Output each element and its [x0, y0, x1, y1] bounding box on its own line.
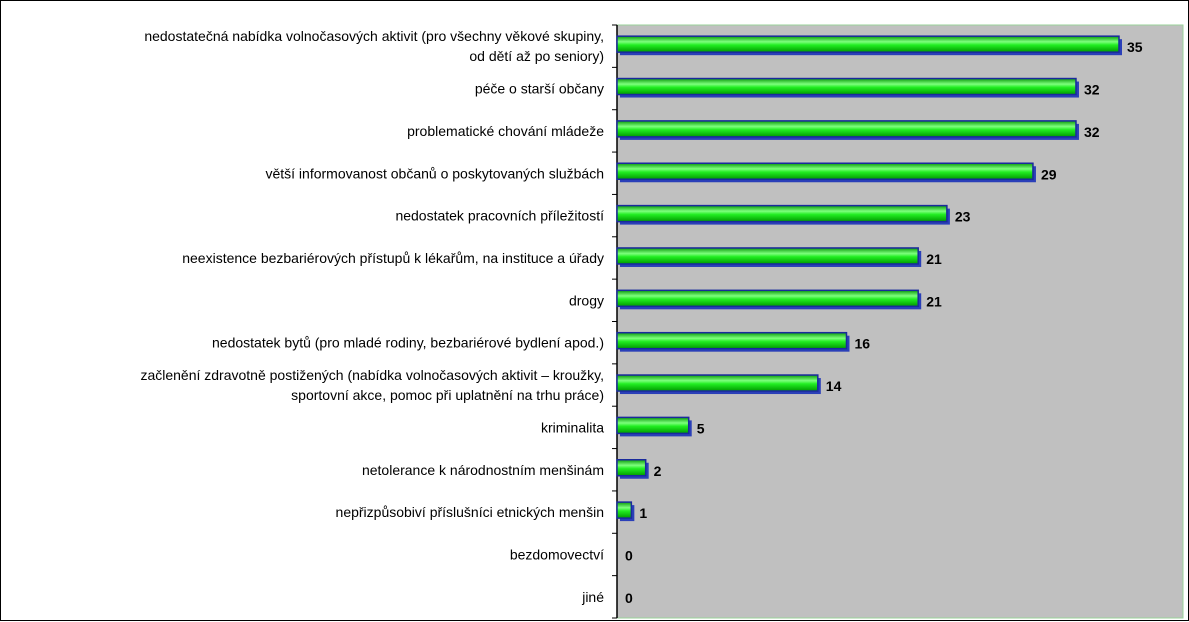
y-axis: [612, 24, 618, 619]
bar: [616, 459, 649, 479]
bar-face: [616, 459, 647, 477]
bar-face: [616, 289, 919, 308]
bar-face: [616, 247, 919, 265]
bar-face: [616, 331, 848, 350]
category-label: bezdomovectví: [510, 546, 604, 562]
value-label: 0: [625, 547, 633, 563]
category-label: nedostatek pracovních příležitostí: [395, 208, 604, 224]
category-label: nedostatečná nabídka volnočasových aktiv…: [144, 28, 604, 44]
category-label: neexistence bezbariérových přístupů k lé…: [182, 250, 604, 266]
bar: [616, 77, 1079, 98]
bar: [616, 289, 922, 310]
category-label: netolerance k národnostním menšinám: [362, 462, 604, 478]
category-label: začlenění zdravotně postižených (nabídka…: [140, 367, 604, 383]
bar: [616, 416, 692, 437]
plot-area: [616, 24, 1184, 619]
value-label: 29: [1041, 166, 1057, 182]
value-label: 0: [625, 590, 633, 606]
bar-face: [616, 416, 690, 435]
category-label: péče o starší občany: [475, 81, 604, 97]
value-label: 23: [955, 209, 971, 225]
category-label: drogy: [569, 292, 604, 308]
category-label: sportovní akce, pomoc při uplatnění na t…: [291, 387, 604, 403]
category-labels: nedostatečná nabídka volnočasových aktiv…: [140, 28, 604, 605]
bar: [616, 204, 950, 225]
value-label: 21: [926, 293, 942, 309]
bar-face: [616, 162, 1034, 180]
category-label: kriminalita: [541, 419, 604, 435]
bar: [616, 120, 1079, 140]
value-label: 21: [926, 251, 942, 267]
bar-face: [616, 120, 1077, 138]
bar: [616, 247, 922, 267]
category-label: problematické chování mládeže: [407, 123, 604, 139]
value-label: 5: [697, 420, 705, 436]
category-label: od dětí až po seniory): [469, 48, 604, 64]
value-label: 1: [639, 505, 647, 521]
bar: [616, 501, 635, 522]
bar: [616, 162, 1036, 183]
bar: [616, 374, 821, 395]
category-label: větší informovanost občanů o poskytovaný…: [265, 165, 604, 181]
bar-face: [616, 77, 1077, 96]
value-label: 2: [654, 463, 662, 479]
bars: [616, 35, 1122, 522]
bar-face: [616, 501, 633, 519]
bar-face: [616, 35, 1120, 53]
value-label: 32: [1084, 124, 1100, 140]
bar-face: [616, 204, 948, 223]
value-label: 35: [1127, 39, 1143, 55]
bar: [616, 35, 1122, 56]
bar-face: [616, 374, 819, 392]
value-label: 16: [854, 336, 870, 352]
value-label: 14: [826, 378, 842, 394]
bar: [616, 331, 850, 352]
category-label: nedostatek bytů (pro mladé rodiny, bezba…: [212, 335, 604, 351]
category-label: nepřizpůsobiví příslušníci etnických men…: [336, 504, 604, 520]
category-label: jiné: [581, 589, 604, 605]
value-label: 32: [1084, 82, 1100, 98]
